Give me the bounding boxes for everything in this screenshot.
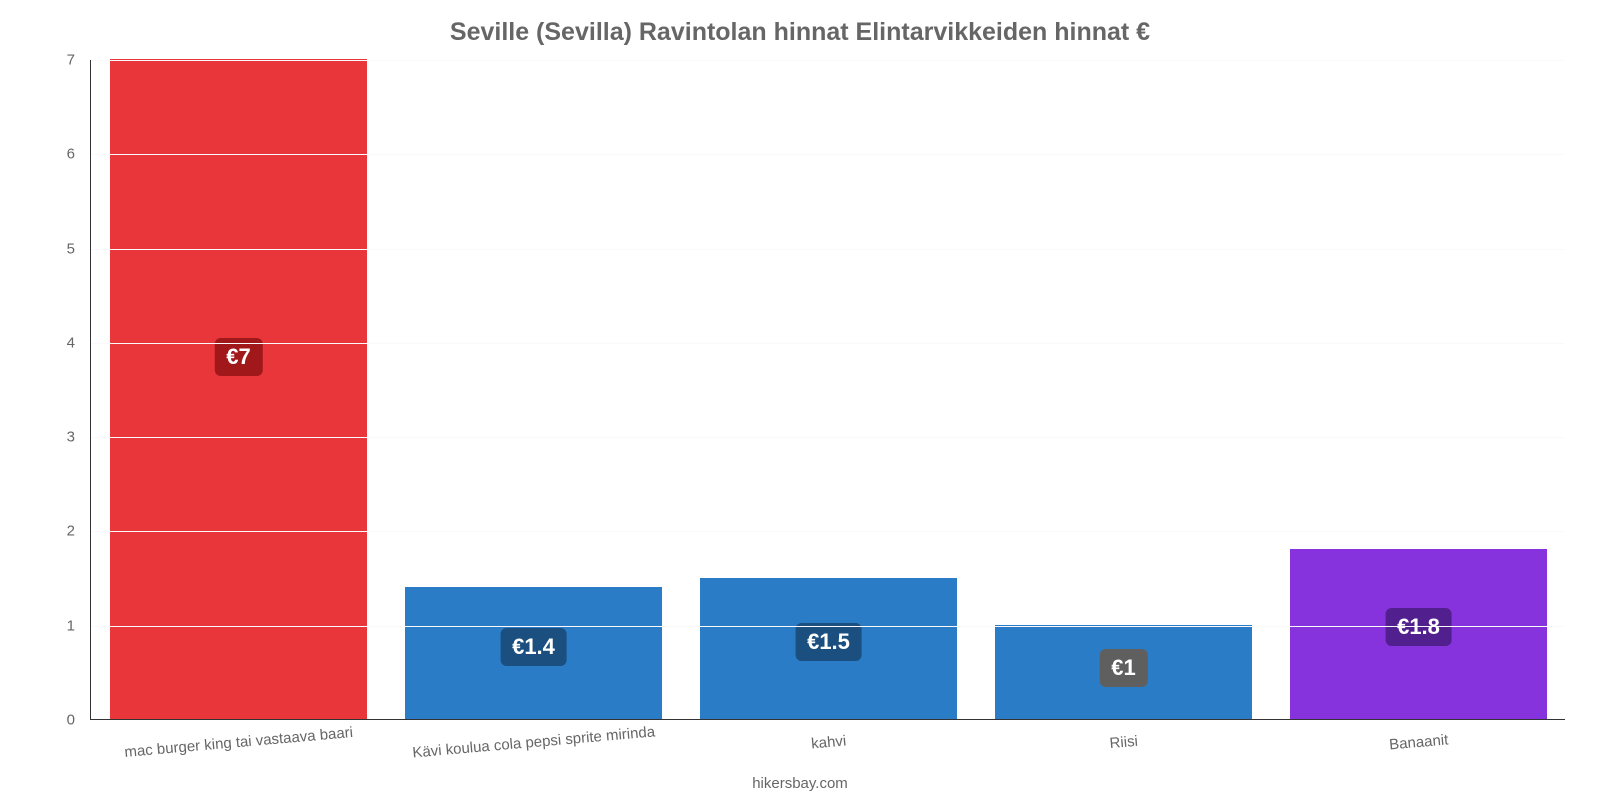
- chart-container: Seville (Sevilla) Ravintolan hinnat Elin…: [0, 0, 1600, 800]
- x-tick-label: Kävi koulua cola pepsi sprite mirinda: [411, 723, 655, 761]
- chart-title: Seville (Sevilla) Ravintolan hinnat Elin…: [0, 18, 1600, 47]
- bar: [110, 59, 367, 719]
- gridline: [91, 531, 1565, 532]
- bars-layer: €7€1.4€1.5€1€1.8: [91, 60, 1565, 719]
- gridline: [91, 343, 1565, 344]
- x-tick-label: kahvi: [810, 732, 846, 752]
- gridline: [91, 437, 1565, 438]
- value-badge: €1: [1099, 649, 1147, 687]
- x-tick-label: Banaanit: [1388, 731, 1448, 753]
- attribution-text: hikersbay.com: [0, 775, 1600, 792]
- x-tick-label: mac burger king tai vastaava baari: [123, 724, 353, 761]
- gridline: [91, 626, 1565, 627]
- value-badge: €1.4: [500, 628, 567, 666]
- gridline: [91, 60, 1565, 61]
- plot-area: €7€1.4€1.5€1€1.8 01234567: [90, 60, 1565, 720]
- x-tick-label: Riisi: [1108, 733, 1138, 752]
- gridline: [91, 249, 1565, 250]
- value-badge: €1.5: [795, 623, 862, 661]
- gridline: [91, 154, 1565, 155]
